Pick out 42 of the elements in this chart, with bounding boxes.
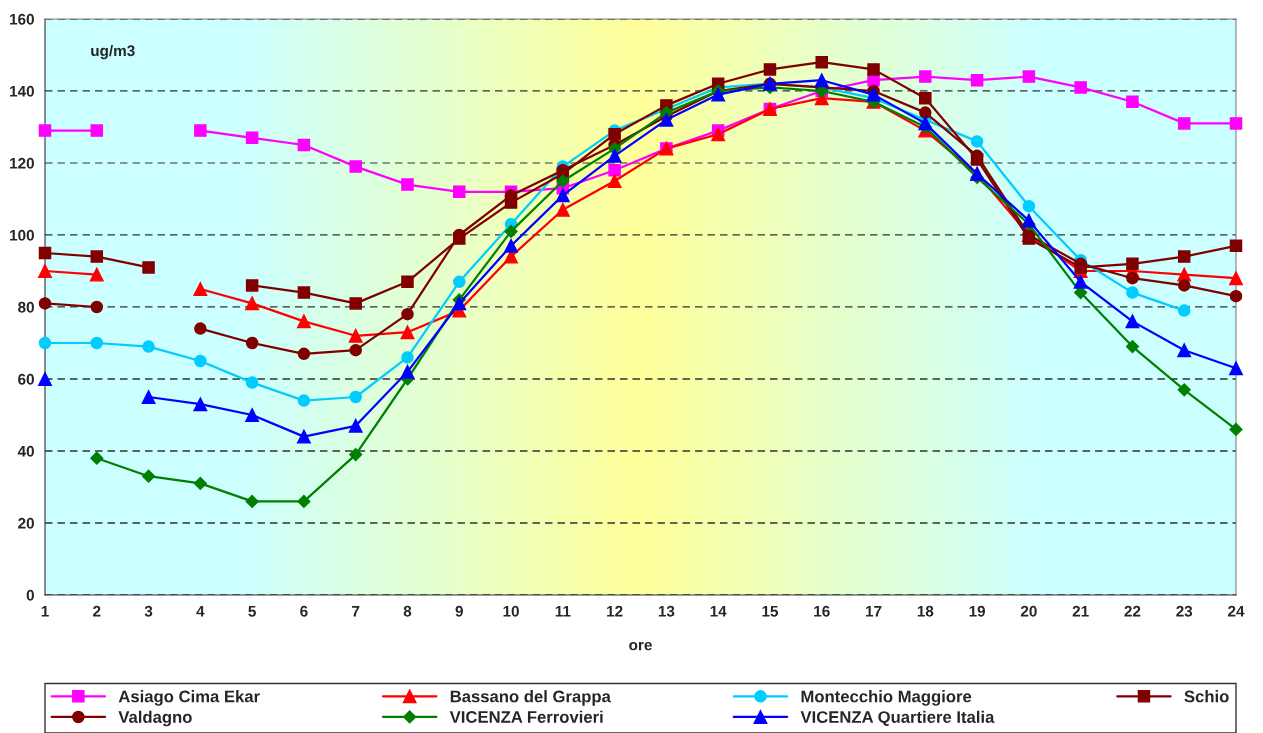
x-tick-label: 7	[352, 605, 360, 617]
x-tick-label: 21	[1072, 605, 1089, 617]
annotation: ug/m3	[91, 44, 135, 60]
x-tick-label: 20	[1020, 605, 1037, 617]
x-tick-label: 4	[196, 605, 205, 617]
legend-label: Asiago Cima Ekar	[118, 690, 260, 706]
y-tick-label: 40	[17, 445, 34, 457]
x-tick-label: 16	[814, 605, 830, 617]
x-tick-label: 22	[1124, 605, 1141, 617]
legend-label: Valdagno	[118, 710, 192, 727]
y-tick-label: 100	[10, 229, 34, 241]
x-tick-label: 14	[710, 605, 727, 617]
x-axis-title: ore	[629, 641, 652, 651]
y-tick-label: 20	[18, 517, 34, 529]
x-tick-label: 2	[93, 605, 101, 617]
x-tick-label: 3	[144, 605, 153, 617]
legend-label: Montecchio Maggiore	[801, 690, 972, 706]
x-tick-label: 1	[41, 605, 49, 617]
x-tick-label: 5	[248, 605, 256, 617]
x-tick-label: 9	[455, 605, 463, 617]
x-tick-label: 11	[555, 605, 571, 617]
x-tick-label: 13	[658, 605, 675, 617]
legend-label: VICENZA Quartiere Italia	[800, 710, 995, 727]
x-tick-label: 12	[607, 605, 623, 617]
legend-label: Bassano del Grappa	[450, 690, 611, 706]
x-tick-label: 23	[1176, 605, 1193, 617]
y-tick-label: 80	[18, 301, 34, 313]
x-tick-label: 18	[917, 605, 934, 617]
y-tick-label: 0	[26, 589, 34, 601]
x-tick-label: 17	[865, 605, 882, 617]
x-tick-label: 6	[300, 605, 308, 617]
x-tick-label: 15	[762, 605, 779, 617]
x-tick-label: 10	[503, 605, 519, 617]
y-tick-label: 120	[10, 157, 34, 169]
x-tick-label: 24	[1228, 605, 1245, 617]
legend-label: Schio	[1184, 690, 1229, 703]
x-tick-label: 8	[403, 605, 412, 617]
x-tick-label: 19	[969, 605, 986, 617]
y-tick-label: 60	[18, 373, 34, 385]
y-tick-label: 160	[10, 13, 34, 25]
legend-label: VICENZA Ferrovieri	[449, 710, 603, 723]
y-tick-label: 140	[10, 85, 34, 97]
